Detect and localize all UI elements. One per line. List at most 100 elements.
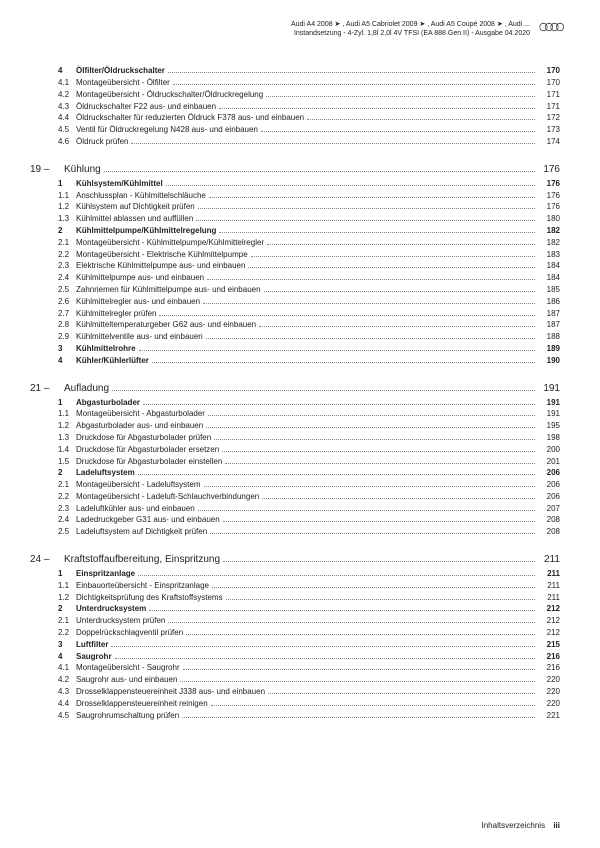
- dot-leader: [268, 693, 535, 694]
- toc-entry: 3Kühlmittelrohre189: [50, 344, 560, 355]
- toc-entry: 3Luftfilter215: [50, 640, 560, 651]
- entry-number: 1.1: [50, 581, 76, 592]
- dot-leader: [261, 131, 535, 132]
- dot-leader: [204, 486, 535, 487]
- dot-leader: [183, 669, 535, 670]
- entry-page: 180: [538, 214, 560, 225]
- entry-title: Saugrohr aus- und einbauen: [76, 675, 177, 686]
- toc-entry: 1.1Anschlussplan - Kühlmittelschläuche17…: [50, 191, 560, 202]
- entry-page: 220: [538, 675, 560, 686]
- entry-number: 1: [50, 398, 76, 409]
- toc-entry: 4.6Öldruck prüfen174: [50, 137, 560, 148]
- toc-entry: 1.3Druckdose für Abgasturbolader prüfen1…: [50, 433, 560, 444]
- entry-page: 208: [538, 527, 560, 538]
- entry-page: 170: [538, 66, 560, 77]
- entry-number: 4.4: [50, 699, 76, 710]
- entry-title: Montageübersicht - Ladeluft-Schlauchverb…: [76, 492, 259, 503]
- entry-number: 4.4: [50, 113, 76, 124]
- entry-number: 1.2: [50, 202, 76, 213]
- entry-title: Ladeluftkühler aus- und einbauen: [76, 504, 195, 515]
- toc-entry: 4.4Öldruckschalter für reduzierten Öldru…: [50, 113, 560, 124]
- entry-title: Zahnriemen für Kühlmittelpumpe aus- und …: [76, 285, 261, 296]
- entry-title: Montageübersicht - Elektrische Kühlmitte…: [76, 250, 248, 261]
- entry-page: 216: [538, 663, 560, 674]
- dot-leader: [198, 510, 535, 511]
- chapter-heading: 19 –Kühlung176: [50, 163, 560, 176]
- entry-number: 4.1: [50, 78, 76, 89]
- toc-entry: 1Kühlsystem/Kühlmittel176: [50, 179, 560, 190]
- entry-number: 2: [50, 604, 76, 615]
- dot-leader: [138, 474, 535, 475]
- entry-page: 187: [538, 320, 560, 331]
- page-header: Audi A4 2008 ➤ , Audi A5 Cabriolet 2009 …: [50, 20, 560, 38]
- entry-title: Unterdrucksystem prüfen: [76, 616, 165, 627]
- dot-leader: [214, 439, 535, 440]
- chapter-title: Kraftstoffaufbereitung, Einspritzung: [64, 553, 220, 566]
- toc-entry: 2.5Zahnriemen für Kühlmittelpumpe aus- u…: [50, 285, 560, 296]
- entry-page: 220: [538, 699, 560, 710]
- dot-leader: [251, 256, 535, 257]
- entry-number: 4.5: [50, 711, 76, 722]
- footer-page-number: iii: [553, 821, 560, 830]
- toc-entry: 2Kühlmittelpumpe/Kühlmittelregelung182: [50, 226, 560, 237]
- toc-entry: 2.6Kühlmittelregler aus- und einbauen 186: [50, 297, 560, 308]
- entry-page: 176: [538, 202, 560, 213]
- entry-number: 1.2: [50, 593, 76, 604]
- entry-title: Kühler/Kühlerlüfter: [76, 356, 149, 367]
- entry-title: Kühlmittelregler aus- und einbauen: [76, 297, 200, 308]
- entry-number: 4.2: [50, 90, 76, 101]
- entry-page: 221: [538, 711, 560, 722]
- dot-leader: [115, 658, 535, 659]
- toc-entry: 4Saugrohr216: [50, 652, 560, 663]
- entry-title: Kühlsystem auf Dichtigkeit prüfen: [76, 202, 195, 213]
- chapter-page: 176: [538, 163, 560, 176]
- entry-number: 1.1: [50, 409, 76, 420]
- entry-page: 171: [538, 102, 560, 113]
- chapter-heading: 21 –Aufladung191: [50, 382, 560, 395]
- entry-page: 183: [538, 250, 560, 261]
- dot-leader: [131, 143, 535, 144]
- entry-page: 190: [538, 356, 560, 367]
- toc-entry: 1.3Kühlmittel ablassen und auffüllen180: [50, 214, 560, 225]
- entry-title: Kühlmittel ablassen und auffüllen: [76, 214, 193, 225]
- dot-leader: [104, 171, 535, 172]
- entry-title: Öldruckschalter für reduzierten Öldruck …: [76, 113, 304, 124]
- toc-entry: 2Ladeluftsystem206: [50, 468, 560, 479]
- toc-entry: 1.1Einbauorteübersicht - Einspritzanlage…: [50, 581, 560, 592]
- page-footer: Inhaltsverzeichnis iii: [482, 821, 561, 830]
- entry-title: Ladedruckgeber G31 aus- und einbauen: [76, 515, 220, 526]
- entry-title: Kühlmittelrohre: [76, 344, 136, 355]
- entry-number: 2.8: [50, 320, 76, 331]
- entry-number: 4.5: [50, 125, 76, 136]
- dot-leader: [225, 463, 535, 464]
- toc-entry: 2.9Kühlmittelventile aus- und einbauen18…: [50, 332, 560, 343]
- dot-leader: [226, 599, 535, 600]
- entry-page: 191: [538, 409, 560, 420]
- entry-page: 220: [538, 687, 560, 698]
- entry-title: Kühlmittelventile aus- und einbauen: [76, 332, 203, 343]
- entry-number: 1.4: [50, 445, 76, 456]
- entry-page: 182: [538, 238, 560, 249]
- entry-title: Montageübersicht - Öldruckschalter/Öldru…: [76, 90, 263, 101]
- entry-page: 182: [538, 226, 560, 237]
- entry-number: 2.7: [50, 309, 76, 320]
- dot-leader: [149, 610, 535, 611]
- toc-entry: 2.1Montageübersicht - Ladeluftsystem206: [50, 480, 560, 491]
- entry-title: Anschlussplan - Kühlmittelschläuche: [76, 191, 206, 202]
- toc-entry: 2.1Unterdrucksystem prüfen212: [50, 616, 560, 627]
- chapter-title: Kühlung: [64, 163, 101, 176]
- entry-page: 174: [538, 137, 560, 148]
- toc-entry: 2.4Kühlmittelpumpe aus- und einbauen184: [50, 273, 560, 284]
- toc-entry: 2Unterdrucksystem212: [50, 604, 560, 615]
- entry-title: Ölfilter/Öldruckschalter: [76, 66, 165, 77]
- entry-number: 1: [50, 569, 76, 580]
- entry-number: 1.5: [50, 457, 76, 468]
- entry-page: 173: [538, 125, 560, 136]
- entry-title: Drosselklappensteuereinheit J338 aus- un…: [76, 687, 265, 698]
- entry-number: 2.6: [50, 297, 76, 308]
- entry-number: 2.4: [50, 515, 76, 526]
- dot-leader: [168, 72, 535, 73]
- chapter-number: 19 –: [30, 163, 64, 176]
- entry-page: 186: [538, 297, 560, 308]
- dot-leader: [209, 197, 535, 198]
